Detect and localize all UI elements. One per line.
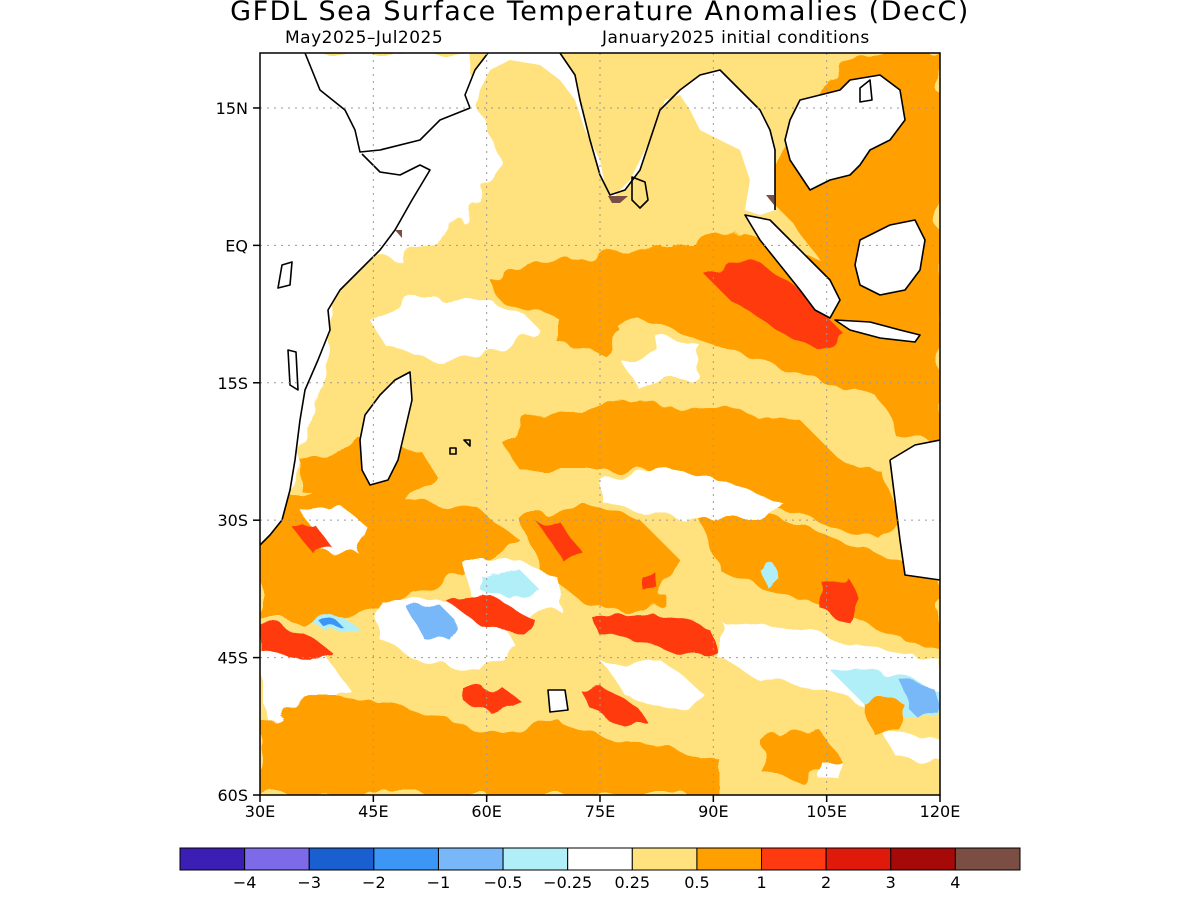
java-land	[835, 320, 920, 342]
lat-tick-label: 15S	[217, 374, 248, 393]
colorbar-swatch	[567, 847, 633, 871]
anomaly-red-area	[445, 595, 530, 635]
lat-tick-label: 45S	[217, 649, 248, 668]
colorbar: −4 −3 −2 −1 −0.5 −0.25 0.25 0.5 1 2 3 4	[179, 847, 1021, 892]
anomaly-orange-area	[860, 700, 900, 730]
colorbar-swatch	[179, 847, 246, 871]
anomaly-red-area	[590, 610, 720, 655]
map-gridlines	[260, 53, 940, 795]
colorbar-swatch	[437, 847, 504, 871]
anomaly-red-area	[700, 262, 850, 352]
colorbar-label: 2	[821, 873, 831, 892]
lon-tick-label: 45E	[358, 802, 388, 821]
lat-tick-label: 30S	[217, 511, 248, 530]
anomaly-light-cyan-area	[760, 565, 780, 585]
anomaly-white-area	[880, 730, 940, 760]
colorbar-swatch	[244, 847, 310, 871]
coastlines	[260, 53, 940, 713]
anomaly-white-area	[600, 470, 780, 520]
anomaly-white-area	[820, 760, 840, 780]
anomaly-light-cyan-area	[480, 570, 540, 598]
lon-tick-label: 75E	[585, 802, 615, 821]
anomaly-red-area	[465, 685, 520, 712]
southeast-asia-land	[785, 75, 905, 190]
lon-tick-label: 30E	[245, 802, 275, 821]
anomaly-red-area	[260, 625, 330, 660]
anomaly-red-area	[290, 520, 330, 555]
colorbar-label: 0.25	[614, 873, 650, 892]
africa-arabia-land	[260, 53, 775, 545]
colorbar-label: −4	[233, 873, 257, 892]
anomaly-brown-spot	[395, 230, 402, 238]
australia-land	[890, 440, 940, 580]
anomaly-brown-spot	[608, 196, 628, 203]
initial-conditions-label: January2025 initial conditions	[602, 28, 870, 48]
colorbar-label: −2	[362, 873, 386, 892]
colorbar-label: −0.5	[484, 873, 523, 892]
colorbar-swatch	[761, 847, 827, 871]
lat-tick-label: 60S	[217, 786, 248, 805]
lat-tick-label: EQ	[225, 236, 248, 255]
map-title: GFDL Sea Surface Temperature Anomalies (…	[230, 0, 970, 27]
colorbar-swatch	[502, 847, 569, 871]
lon-tick-label: 90E	[698, 802, 728, 821]
lat-tick-label: 15N	[216, 99, 248, 118]
anomaly-orange-area	[560, 300, 620, 350]
colorbar-swatch	[890, 847, 956, 871]
anomaly-white-area	[600, 660, 700, 710]
colorbar-swatch	[825, 847, 892, 871]
colorbar-swatch	[696, 847, 763, 871]
borneo-land	[855, 220, 925, 295]
lon-tick-label: 105E	[806, 802, 847, 821]
colorbar-label: −0.25	[543, 873, 592, 892]
anomaly-red-area	[820, 575, 860, 618]
anomaly-light-blue-area	[900, 680, 940, 720]
colorbar-swatch	[373, 847, 439, 871]
colorbar-label: −1	[427, 873, 451, 892]
anomaly-white-area	[370, 300, 540, 360]
colorbar-label: 3	[886, 873, 896, 892]
madagascar-land	[360, 372, 412, 485]
colorbar-swatch	[308, 847, 375, 871]
anomaly-red-area	[640, 572, 660, 592]
lon-tick-label: 60E	[471, 802, 501, 821]
anomaly-orange-area	[260, 700, 720, 795]
kerguelen-land	[548, 690, 568, 712]
colorbar-swatch	[954, 847, 1021, 871]
colorbar-swatch	[631, 847, 698, 871]
colorbar-label: 4	[950, 873, 960, 892]
colorbar-label: −3	[297, 873, 321, 892]
anomaly-brown-spot	[766, 195, 774, 205]
forecast-period: May2025–Jul2025	[285, 28, 444, 48]
lon-tick-label: 120E	[920, 802, 961, 821]
anomaly-light-blue-area	[410, 605, 460, 640]
anomaly-orange-band	[500, 400, 900, 540]
anomaly-white-area	[620, 340, 700, 390]
anomaly-red-area	[540, 522, 580, 560]
colorbar-label: 0.5	[684, 873, 709, 892]
anomaly-red-area	[580, 685, 650, 725]
colorbar-label: 1	[756, 873, 766, 892]
anomaly-blue-area	[320, 620, 344, 631]
sumatra-land	[745, 215, 840, 318]
